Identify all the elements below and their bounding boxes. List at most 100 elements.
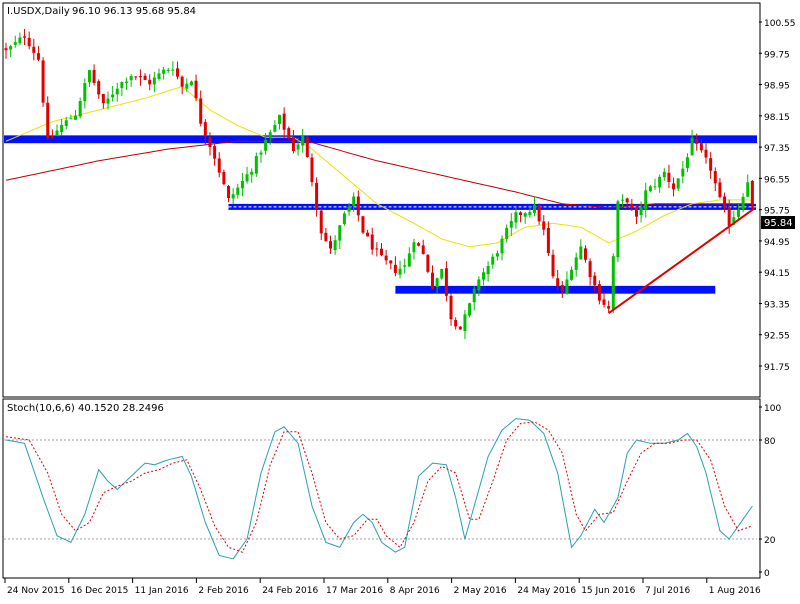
candle-body [231, 194, 235, 199]
candle-body [528, 211, 532, 216]
candle-body [481, 272, 485, 280]
candle-body [278, 114, 282, 124]
candle-body [185, 83, 189, 89]
candle-body [472, 288, 476, 303]
candle-body [143, 75, 147, 80]
candle-body [690, 137, 694, 156]
ohlc-values: 96.10 96.13 95.68 95.84 [72, 6, 196, 17]
candle-body [588, 261, 592, 278]
candle-body [138, 76, 142, 78]
candle-body [597, 284, 601, 301]
stoch-panel-frame [2, 398, 761, 579]
candle-body [426, 254, 430, 272]
date-axis-label: 11 Jan 2016 [135, 586, 189, 596]
stoch-axis-label: 20 [764, 536, 776, 546]
candle-body [36, 53, 40, 60]
candle-body [607, 306, 611, 309]
candle-body [583, 248, 587, 260]
candle-body [570, 269, 574, 280]
candle-body [347, 206, 351, 212]
candle-body [616, 201, 620, 258]
candle-body [338, 225, 342, 241]
resistance-zone [4, 135, 757, 144]
axes-layer: 100.55 99.75 98.95 98.15 97.35 96.55 95.75 94.9… [4, 19, 796, 596]
candle-body [532, 204, 536, 214]
candle-body [713, 171, 717, 184]
candle-body [18, 37, 22, 44]
price-axis-label: 95.75 [764, 207, 790, 217]
candle-body [695, 139, 699, 144]
candle-body [514, 212, 518, 223]
price-axis-label: 96.55 [764, 175, 790, 185]
candle-body [208, 137, 212, 148]
candle-body [87, 70, 91, 83]
candle-body [380, 248, 383, 256]
price-axis-label: 91.75 [764, 363, 790, 373]
candle-body [630, 203, 634, 208]
date-axis-label: 15 Jun 2016 [581, 586, 635, 596]
candle-body [662, 171, 666, 178]
candle-body [634, 207, 638, 217]
candle-body [658, 176, 662, 188]
date-axis-label: 7 Jul 2016 [645, 586, 690, 596]
support-zone [395, 285, 716, 294]
candle-body [444, 268, 448, 296]
price-axis-label: 99.75 [764, 50, 790, 60]
stoch-main-line [5, 418, 753, 560]
candle-body [152, 77, 156, 85]
candle-body [217, 158, 221, 173]
candle-body [500, 238, 504, 254]
candle-body [389, 260, 393, 264]
candle-body [176, 68, 180, 77]
date-axis-label: 8 Apr 2016 [390, 586, 440, 596]
candle-body [672, 183, 676, 190]
candle-body [741, 196, 745, 210]
candle-body [162, 69, 166, 74]
candle-body [505, 227, 509, 239]
candle-body [375, 248, 379, 250]
date-axis-label: 2 Feb 2016 [198, 586, 249, 596]
candle-body [222, 171, 226, 185]
candle-body [579, 246, 583, 260]
candle-body [78, 101, 82, 117]
overlay-layer [608, 207, 755, 315]
price-axis-label: 98.15 [764, 113, 790, 123]
candle-body [296, 144, 300, 150]
candle-body [268, 132, 272, 139]
candle-body [384, 255, 388, 261]
candle-body [329, 241, 333, 249]
candle-body [593, 275, 597, 286]
stochastic-layer [4, 418, 757, 560]
moving-averages-layer [5, 85, 753, 248]
candle-body [736, 209, 740, 217]
candle-body [46, 102, 50, 138]
price-axis-label: 94.95 [764, 238, 790, 248]
candle-body [611, 256, 615, 311]
candle-body [685, 157, 689, 168]
candle-body [574, 257, 578, 270]
candle-body [324, 232, 328, 241]
candle-body [477, 279, 481, 291]
candle-body [13, 42, 17, 45]
candle-body [83, 83, 87, 102]
candle-body [546, 227, 550, 254]
candle-body [704, 149, 708, 158]
candle-body [435, 278, 439, 288]
candle-body [69, 118, 73, 120]
candle-body [746, 182, 750, 197]
candle-body [393, 264, 397, 273]
stoch-title: Stoch(10,6,6) 40.1520 28.2496 [7, 403, 164, 414]
candle-body [213, 146, 217, 159]
candle-body [250, 171, 254, 175]
date-axis-label: 17 Mar 2016 [326, 586, 383, 596]
price-axis-label: 98.95 [764, 82, 790, 92]
candle-body [542, 221, 546, 230]
candle-body [551, 254, 555, 277]
price-axis-label: 97.35 [764, 144, 790, 154]
candle-body [463, 314, 467, 332]
candle-body [718, 182, 722, 198]
candle-body [245, 174, 249, 182]
symbol-title: I.USDX,Daily [7, 6, 70, 17]
candle-body [523, 213, 527, 217]
candle-body [194, 80, 198, 99]
